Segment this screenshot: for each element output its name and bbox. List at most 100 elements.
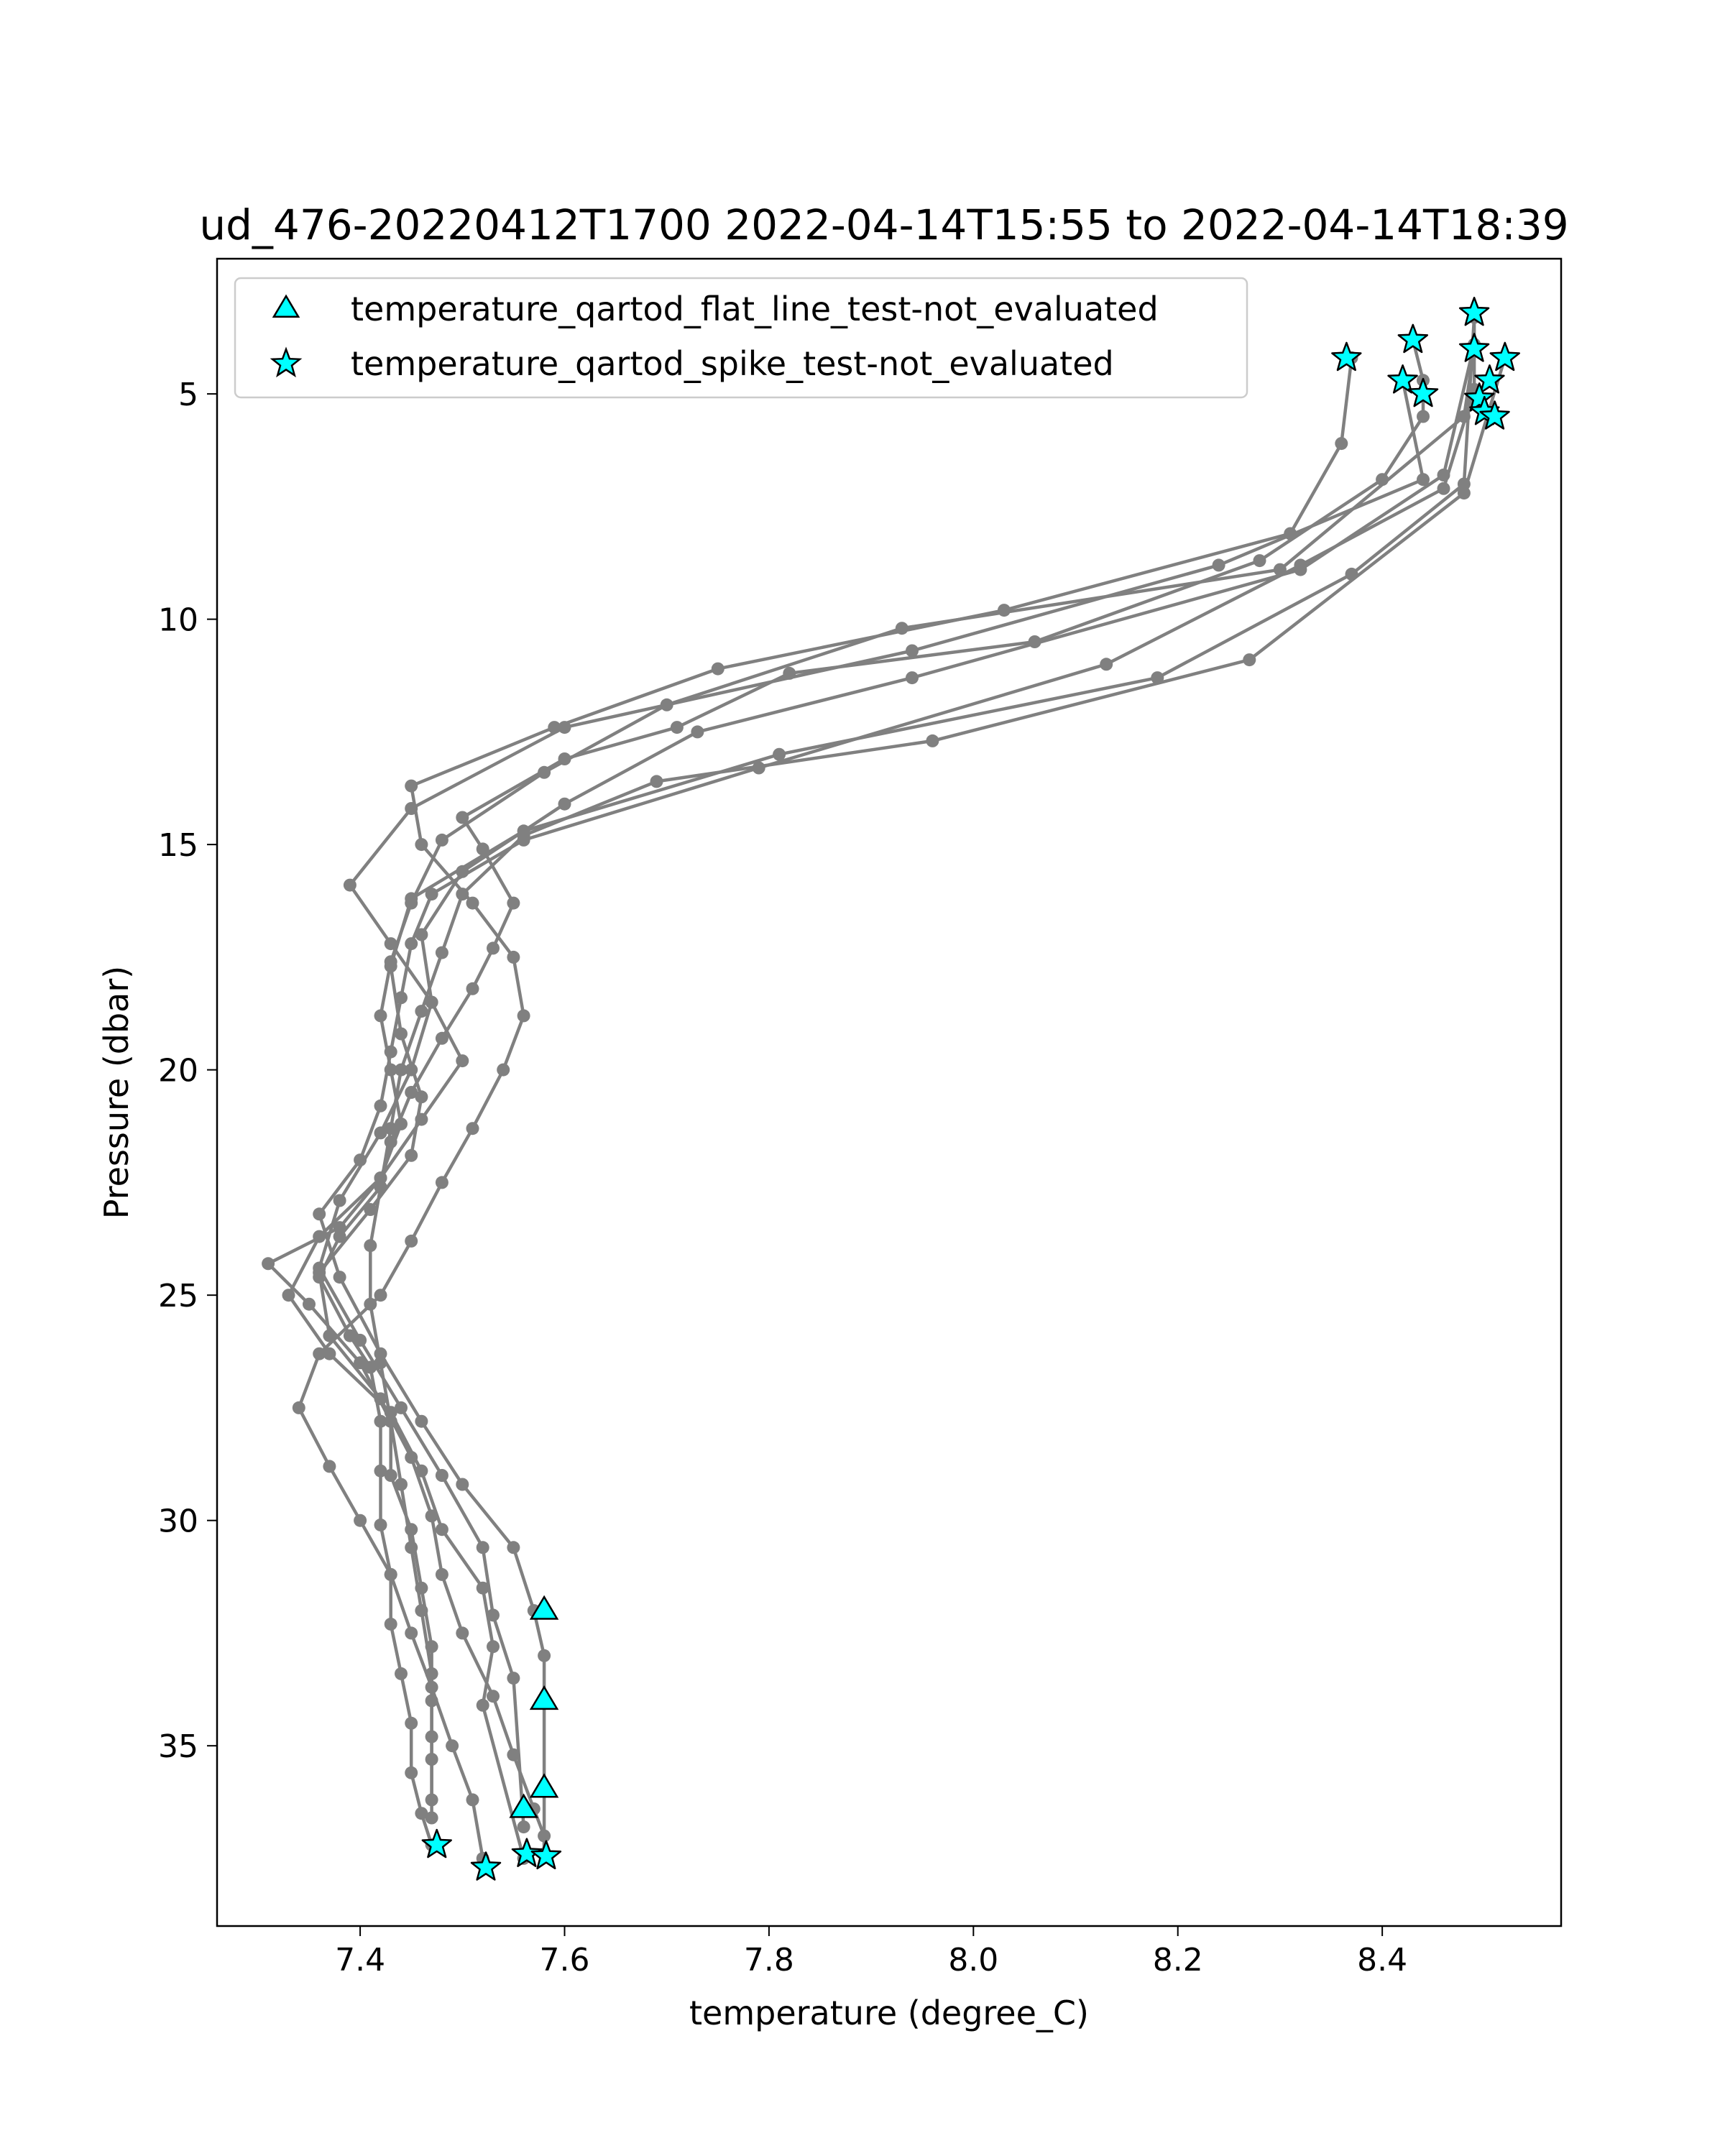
profile-point [538, 1649, 551, 1662]
legend-label: temperature_qartod_spike_test-not_evalua… [351, 344, 1114, 383]
spike-flag-marker [530, 1840, 562, 1870]
x-tick-label: 8.2 [1153, 1942, 1203, 1978]
profile-point [538, 765, 551, 779]
profile-point [466, 1793, 479, 1807]
spike-flag-marker [421, 1828, 452, 1858]
profile-point [660, 698, 673, 711]
profiles-layer [262, 306, 1512, 1865]
profile-point [384, 1617, 397, 1631]
profile-point [405, 802, 418, 815]
profile-point [323, 1460, 336, 1473]
legend-label: temperature_qartod_flat_line_test-not_ev… [351, 290, 1159, 328]
profile-point [415, 1414, 428, 1428]
flat-line-flag-marker [529, 1773, 559, 1798]
profile-point [435, 946, 448, 959]
profile-point [405, 779, 418, 793]
profile-point [374, 1099, 387, 1112]
profile-line [317, 313, 1476, 1854]
profile-point [425, 1793, 438, 1807]
profile-point [1335, 437, 1348, 451]
x-tick-label: 8.0 [948, 1942, 998, 1978]
profile-point [395, 1027, 408, 1041]
profile-point [446, 1739, 459, 1753]
profile-point [374, 1518, 387, 1531]
profile-point [456, 888, 469, 901]
profile-line [297, 357, 1353, 1859]
spike-flag-marker [1458, 296, 1490, 326]
profile-point [773, 747, 786, 761]
spike-flag-marker [1479, 400, 1510, 430]
profile-point [374, 1356, 387, 1370]
profile-point [354, 1333, 367, 1347]
profile-point [323, 1329, 336, 1342]
profile-point [415, 928, 428, 941]
profile-point [395, 991, 408, 1005]
profile-point [1417, 410, 1430, 423]
y-tick-label: 10 [158, 602, 198, 639]
profile-point [435, 1567, 448, 1581]
profile-point [487, 1608, 500, 1622]
profile-point [476, 1541, 489, 1554]
profile-point [558, 721, 571, 734]
spike-flag-marker [470, 1851, 502, 1881]
legend-star-icon [270, 346, 303, 378]
profile-point [395, 1117, 408, 1130]
profile-point [395, 1401, 408, 1414]
markers-layer [421, 296, 1521, 1881]
profile-8 [364, 351, 1512, 1807]
profile-point [415, 838, 428, 852]
profile-point [405, 1716, 418, 1730]
profile-point [333, 1271, 346, 1284]
profile-point [384, 1414, 397, 1428]
profile-point [364, 1239, 377, 1253]
profile-point [374, 1180, 387, 1194]
profile-point [405, 1148, 418, 1162]
profile-point [456, 1054, 469, 1068]
x-tick-label: 7.4 [335, 1942, 385, 1978]
profile-point [497, 1063, 510, 1077]
spike-flag-marker [1489, 341, 1521, 372]
profile-point [476, 1581, 489, 1595]
profile-point [1212, 558, 1225, 572]
spike-flag-marker [1387, 364, 1418, 394]
profile-line [369, 357, 1506, 1800]
profile-point [384, 1122, 397, 1135]
plot-frame [216, 257, 1563, 1927]
profile-point [415, 1604, 428, 1618]
profile-point [395, 1063, 408, 1077]
y-axis: 5 10 15 20 25 30 35 [158, 377, 217, 1765]
profile-point [895, 622, 908, 635]
profile-point [364, 1203, 377, 1216]
profile-point [1437, 482, 1450, 495]
profile-point [1100, 658, 1113, 671]
spike-flag-marker [1331, 341, 1362, 372]
profile-point [558, 797, 571, 811]
profile-point [487, 1640, 500, 1654]
profile-point [333, 1230, 346, 1243]
spike-flag-marker [1458, 333, 1490, 362]
profile-point [435, 1469, 448, 1482]
profile-point [384, 1045, 397, 1059]
profile-line [317, 317, 1476, 1854]
profile-point [354, 1356, 367, 1370]
profile-point [1253, 554, 1266, 568]
profile-point [487, 1690, 500, 1703]
legend-triangle-icon [272, 294, 300, 318]
profile-point [425, 995, 438, 1009]
y-axis-label: Pressure (dbar) [97, 966, 136, 1219]
x-axis: 7.4 7.6 7.8 8.0 8.2 8.4 [335, 1926, 1407, 1978]
profile-point [1457, 487, 1471, 500]
profile-point [384, 1469, 397, 1482]
profile-point [292, 1401, 305, 1414]
flat-line-flag-marker [509, 1793, 538, 1818]
profile-point [507, 1541, 520, 1554]
profile-point [374, 1392, 387, 1406]
flat-line-flag-marker [529, 1685, 559, 1710]
profile-point [425, 1811, 438, 1825]
x-tick-label: 8.4 [1357, 1942, 1407, 1978]
profile-point [282, 1289, 295, 1302]
profile-point [476, 1698, 489, 1712]
x-tick-label: 7.6 [540, 1942, 590, 1978]
profile-point [425, 1730, 438, 1743]
